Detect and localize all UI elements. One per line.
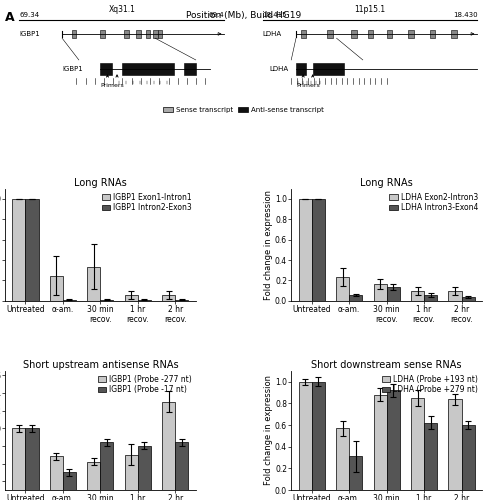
- Bar: [87, 266, 100, 301]
- Bar: [136, 30, 141, 38]
- Bar: [424, 423, 437, 490]
- Bar: [374, 395, 387, 490]
- Bar: [312, 199, 325, 301]
- Bar: [296, 62, 305, 74]
- Bar: [336, 277, 349, 301]
- Text: Primers: Primers: [296, 82, 320, 87]
- Bar: [125, 295, 138, 301]
- Text: IGBP1: IGBP1: [62, 66, 83, 71]
- Bar: [50, 456, 63, 500]
- Legend: IGBP1 Exon1-Intron1, IGBP1 Intron2-Exon3: IGBP1 Exon1-Intron1, IGBP1 Intron2-Exon3: [99, 190, 195, 215]
- Bar: [146, 30, 150, 38]
- Bar: [100, 30, 105, 38]
- Bar: [301, 30, 306, 38]
- Bar: [122, 62, 174, 74]
- Bar: [138, 446, 151, 500]
- Text: 11p15.1: 11p15.1: [355, 6, 386, 15]
- Bar: [424, 294, 437, 301]
- Text: LDHA: LDHA: [270, 66, 289, 71]
- Bar: [184, 62, 196, 74]
- Bar: [138, 300, 151, 301]
- Text: Primers: Primers: [100, 82, 124, 87]
- Bar: [387, 287, 400, 301]
- Legend: LDHA (Probe +193 nt), LDHA (Probe +279 nt): LDHA (Probe +193 nt), LDHA (Probe +279 n…: [379, 372, 481, 398]
- Legend: LDHA Exon2-Intron3, LDHA Intron3-Exon4: LDHA Exon2-Intron3, LDHA Intron3-Exon4: [386, 190, 481, 215]
- Bar: [25, 428, 38, 500]
- Bar: [430, 30, 435, 38]
- Title: Long RNAs: Long RNAs: [360, 178, 413, 188]
- Bar: [374, 284, 387, 301]
- Legend: Sense transcript, Anti-sense transcript: Sense transcript, Anti-sense transcript: [160, 104, 327, 116]
- Text: Xq31.1: Xq31.1: [109, 6, 135, 15]
- Bar: [162, 295, 175, 301]
- Bar: [158, 30, 162, 38]
- Text: 69.4: 69.4: [209, 12, 225, 18]
- Bar: [336, 428, 349, 490]
- Text: LDHA: LDHA: [262, 31, 281, 37]
- Bar: [462, 297, 475, 301]
- Bar: [12, 199, 25, 301]
- Bar: [72, 30, 76, 38]
- Bar: [299, 382, 312, 490]
- Bar: [125, 454, 138, 500]
- Title: Long RNAs: Long RNAs: [74, 178, 127, 188]
- Bar: [368, 30, 374, 38]
- Bar: [175, 300, 188, 301]
- Text: 18.415: 18.415: [262, 12, 287, 18]
- Bar: [87, 462, 100, 500]
- Y-axis label: Fold change in expression: Fold change in expression: [264, 376, 273, 486]
- Text: 69.34: 69.34: [19, 12, 39, 18]
- Bar: [351, 30, 356, 38]
- Bar: [387, 30, 393, 38]
- Bar: [449, 290, 462, 301]
- Bar: [313, 62, 344, 74]
- Bar: [299, 199, 312, 301]
- Bar: [175, 442, 188, 500]
- Bar: [12, 428, 25, 500]
- Bar: [449, 399, 462, 490]
- Title: Short upstream antisense RNAs: Short upstream antisense RNAs: [22, 360, 178, 370]
- Text: 18.430: 18.430: [453, 12, 477, 18]
- Bar: [162, 402, 175, 500]
- Bar: [100, 300, 113, 301]
- Bar: [63, 300, 76, 301]
- Y-axis label: Fold change in expression: Fold change in expression: [264, 190, 273, 300]
- Bar: [349, 295, 362, 301]
- Bar: [349, 456, 362, 490]
- Bar: [153, 30, 158, 38]
- Text: A: A: [5, 11, 15, 24]
- Bar: [462, 425, 475, 490]
- Bar: [50, 276, 63, 301]
- Legend: IGBP1 (Probe -277 nt), IGBP1 (Probe -17 nt): IGBP1 (Probe -277 nt), IGBP1 (Probe -17 …: [94, 372, 195, 398]
- Bar: [100, 442, 113, 500]
- Bar: [63, 472, 76, 500]
- Bar: [25, 199, 38, 301]
- Bar: [387, 390, 400, 490]
- Bar: [451, 30, 457, 38]
- Bar: [411, 398, 424, 490]
- Bar: [411, 290, 424, 301]
- Bar: [312, 382, 325, 490]
- Title: Short downstream sense RNAs: Short downstream sense RNAs: [311, 360, 462, 370]
- Bar: [124, 30, 129, 38]
- Text: Position (Mb), Build HG19: Position (Mb), Build HG19: [186, 11, 301, 20]
- Text: IGBP1: IGBP1: [19, 31, 40, 37]
- Bar: [408, 30, 414, 38]
- Bar: [100, 62, 112, 74]
- Bar: [327, 30, 333, 38]
